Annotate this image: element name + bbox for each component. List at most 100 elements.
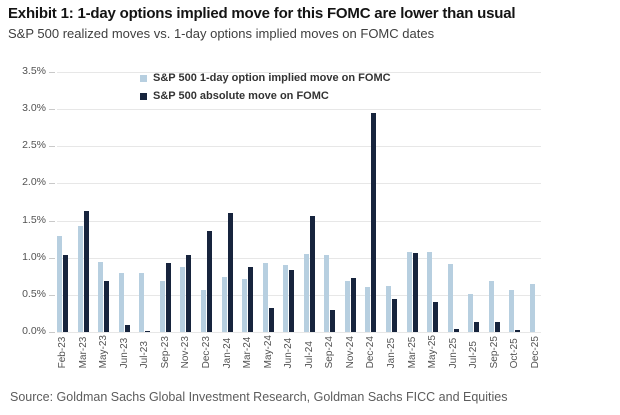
- implied-bar: [427, 252, 433, 332]
- x-tick-cell: Dec-25: [530, 335, 541, 368]
- implied-bar: [98, 262, 104, 332]
- bar-group-may-23: [98, 262, 110, 332]
- absolute-bar: [248, 267, 254, 332]
- y-tick-label: 3.5%: [22, 65, 46, 77]
- x-tick-label: Jun-25: [447, 337, 459, 369]
- absolute-bar: [412, 253, 418, 332]
- x-tick-label: Sep-24: [324, 336, 336, 369]
- legend: S&P 500 1-day option implied move on FOM…: [140, 72, 391, 102]
- bar-group-jul-25: [468, 294, 480, 332]
- x-tick-label: Oct-25: [509, 338, 521, 369]
- y-tick-label: 3.0%: [22, 102, 46, 115]
- plot-area: [57, 72, 541, 333]
- bar-group-sep-23: [159, 263, 171, 332]
- x-tick-cell: Sep-24: [324, 335, 335, 368]
- x-tick-cell: Jul-25: [468, 335, 479, 368]
- legend-swatch-icon: [140, 74, 147, 82]
- absolute-bar: [392, 299, 397, 332]
- gridline: [57, 183, 541, 185]
- absolute-bar: [330, 310, 336, 332]
- implied-bar: [139, 273, 145, 332]
- x-tick-label: Jul-25: [468, 341, 480, 369]
- absolute-bar: [433, 302, 439, 332]
- absolute-bar: [104, 281, 110, 332]
- bar-group-dec-25: [529, 284, 541, 332]
- x-tick-cell: Sep-25: [489, 335, 500, 368]
- implied-bar: [344, 281, 350, 332]
- bar-group-mar-25: [406, 252, 418, 332]
- x-tick-cell: May-25: [427, 335, 438, 368]
- x-tick-cell: Mar-24: [242, 335, 254, 369]
- x-tick-cell: Jun-25: [447, 335, 459, 369]
- implied-bar: [262, 263, 268, 332]
- bar-group-may-25: [427, 252, 439, 332]
- x-tick-label: Dec-23: [200, 336, 212, 369]
- x-tick-cell: Mar-25: [406, 335, 418, 369]
- absolute-bar: [186, 255, 192, 332]
- y-tick-label: 0.0%: [22, 325, 46, 337]
- y-tick-label: 2.5%: [22, 139, 46, 152]
- x-tick-label: Jul-23: [139, 341, 151, 369]
- implied-bar: [386, 286, 391, 332]
- x-tick-label: May-24: [262, 335, 274, 369]
- x-tick-cell: May-23: [98, 335, 109, 368]
- x-tick-label: Mar-24: [242, 336, 254, 369]
- bar-group-jun-25: [447, 264, 459, 332]
- x-tick-cell: Feb-23: [57, 335, 68, 369]
- x-tick-label: May-25: [427, 335, 439, 369]
- x-tick-label: Sep-25: [488, 336, 500, 369]
- implied-bar: [283, 265, 289, 332]
- x-tick-label: Jan-25: [386, 337, 397, 369]
- x-tick-cell: Dec-24: [365, 335, 376, 368]
- gridline: [57, 257, 541, 259]
- absolute-bar: [350, 278, 356, 332]
- implied-bar: [77, 226, 83, 332]
- x-tick-cell: Dec-23: [201, 335, 212, 368]
- x-tick-label: Feb-23: [57, 336, 68, 369]
- y-tick-label: 0.5%: [22, 287, 46, 300]
- implied-bar: [365, 287, 371, 332]
- bar-group-oct-25: [509, 290, 521, 332]
- y-tick-label: 1.5%: [22, 213, 46, 226]
- bar-group-sep-24: [324, 255, 336, 332]
- x-tick-label: Mar-25: [406, 336, 418, 369]
- absolute-bar: [145, 331, 151, 332]
- y-tick-mark: [49, 332, 55, 333]
- implied-bar: [159, 281, 165, 332]
- implied-bar: [118, 273, 124, 332]
- absolute-bar: [515, 330, 521, 332]
- bar-group-jun-24: [283, 265, 295, 332]
- gridline: [57, 72, 541, 73]
- legend-label: S&P 500 1-day option implied move on FOM…: [153, 72, 391, 84]
- bar-group-jun-23: [118, 273, 130, 332]
- implied-bar: [488, 281, 494, 332]
- bar-group-feb-23: [57, 236, 68, 332]
- y-tick-label: 1.0%: [22, 250, 46, 263]
- absolute-bar: [165, 263, 171, 332]
- implied-bar: [406, 252, 412, 332]
- x-tick-cell: Jan-25: [386, 335, 397, 369]
- bar-group-sep-25: [488, 281, 500, 332]
- bar-group-nov-23: [180, 255, 192, 332]
- gridline: [57, 109, 541, 111]
- x-tick-cell: Mar-23: [78, 335, 89, 369]
- implied-bar: [242, 279, 248, 332]
- bar-group-dec-23: [200, 231, 212, 332]
- bar-group-jul-23: [139, 273, 151, 332]
- bar-group-mar-23: [77, 211, 89, 332]
- x-tick-label: Nov-24: [344, 336, 356, 369]
- x-tick-label: Jun-24: [283, 337, 295, 369]
- absolute-bar: [268, 308, 274, 332]
- x-tick-label: Nov-23: [180, 336, 192, 369]
- implied-bar: [324, 255, 330, 332]
- bar-group-dec-24: [365, 113, 377, 332]
- x-axis: Feb-23 Mar-23 May-23 Jun-23 Jul-23 Sep-23 Nov-…: [57, 335, 541, 368]
- legend-label: S&P 500 absolute move on FOMC: [153, 90, 329, 102]
- implied-bar: [221, 277, 227, 332]
- y-tick-mark: [49, 109, 55, 111]
- x-tick-label: Jun-23: [118, 337, 130, 369]
- gridline: [57, 294, 541, 296]
- legend-swatch-icon: [140, 92, 147, 100]
- absolute-bar: [206, 231, 212, 332]
- bar-group-may-24: [262, 263, 274, 332]
